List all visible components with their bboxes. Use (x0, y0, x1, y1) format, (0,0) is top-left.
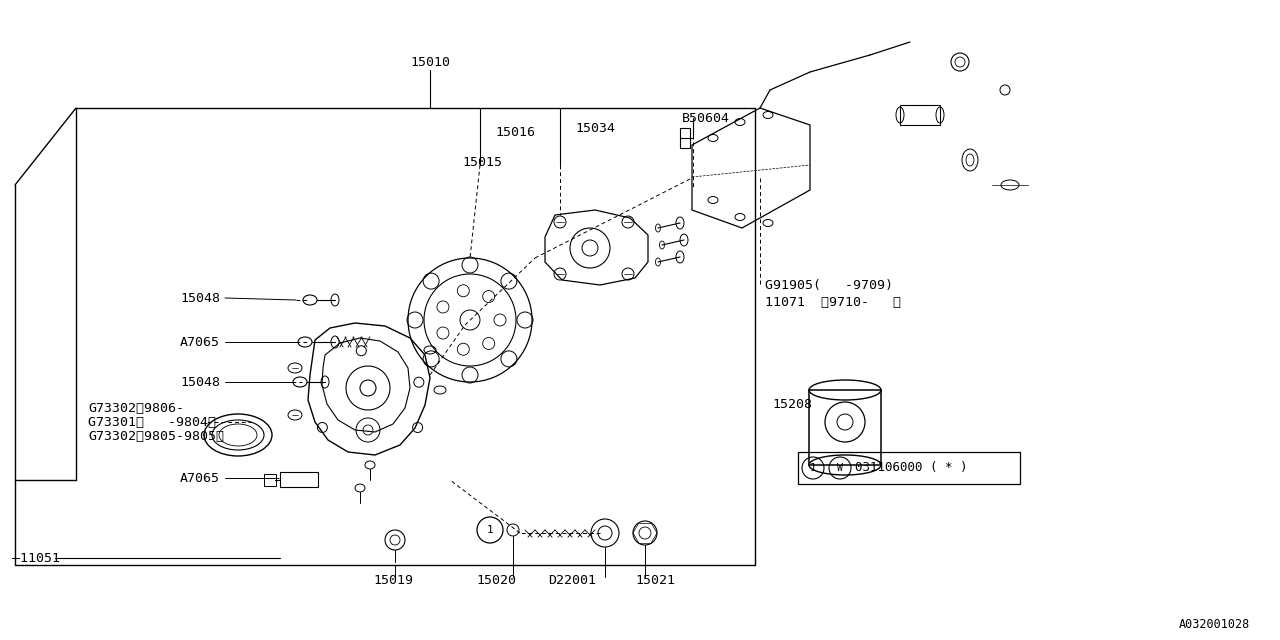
Text: A7065: A7065 (180, 472, 220, 484)
Text: A7065: A7065 (180, 335, 220, 349)
Bar (680, 128, 690, 148)
Text: 15010: 15010 (410, 56, 451, 68)
Bar (264, 474, 276, 486)
Text: 15048: 15048 (180, 376, 220, 388)
Bar (280, 472, 317, 487)
Text: 15015: 15015 (462, 156, 502, 168)
Text: 15208: 15208 (772, 399, 812, 412)
Text: A032001028: A032001028 (1179, 618, 1251, 632)
Text: D22001: D22001 (548, 573, 596, 586)
Text: 15020: 15020 (476, 573, 516, 586)
Text: 15016: 15016 (495, 125, 535, 138)
Text: W: W (837, 463, 844, 473)
Text: 15019: 15019 (372, 573, 413, 586)
Text: 15048: 15048 (180, 291, 220, 305)
Text: 1: 1 (810, 463, 817, 473)
Text: 1: 1 (486, 525, 493, 535)
Text: G73301（   -9804）: G73301（ -9804） (88, 415, 216, 429)
Text: 15021: 15021 (635, 573, 675, 586)
Text: 15034: 15034 (575, 122, 614, 134)
Text: 11071  （9710-   ）: 11071 （9710- ） (765, 296, 901, 308)
Bar (900, 105, 940, 125)
Text: G73302（9806-: G73302（9806- (88, 401, 184, 415)
Text: B50604: B50604 (682, 111, 730, 125)
Text: 031106000 ( * ): 031106000 ( * ) (855, 461, 968, 474)
Text: G73302（9805-9805）: G73302（9805-9805） (88, 429, 224, 442)
Bar (797, 452, 1020, 484)
Text: G91905(   -9709): G91905( -9709) (765, 278, 893, 291)
Bar (809, 390, 881, 465)
Text: —11051: —11051 (12, 552, 60, 564)
